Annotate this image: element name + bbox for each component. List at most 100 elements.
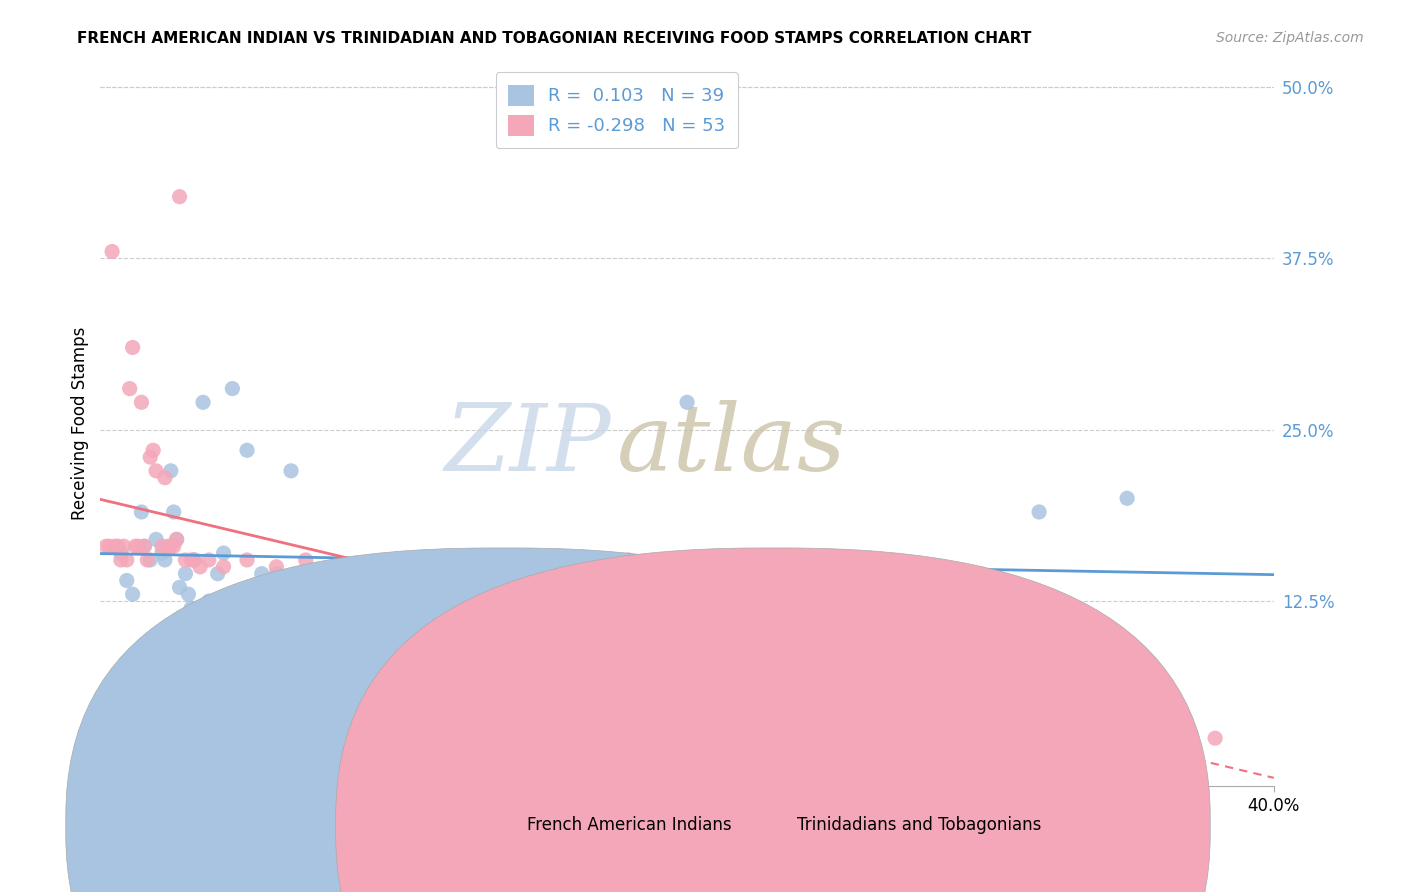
Point — [115, 574, 138, 588]
Point — [266, 559, 288, 574]
Point — [188, 559, 211, 574]
Point — [159, 539, 181, 553]
Point — [1087, 710, 1109, 724]
Text: atlas: atlas — [617, 400, 846, 490]
Point — [236, 443, 259, 458]
Point — [131, 395, 153, 409]
Point — [124, 539, 146, 553]
Point — [169, 189, 191, 203]
Point — [134, 539, 156, 553]
Point — [499, 642, 522, 657]
Point — [1146, 724, 1168, 739]
Point — [852, 738, 875, 752]
Point — [174, 553, 197, 567]
Point — [221, 382, 243, 396]
Point — [110, 553, 132, 567]
Point — [145, 464, 167, 478]
Point — [471, 628, 494, 642]
Point — [323, 566, 346, 581]
Point — [104, 539, 127, 553]
Point — [174, 566, 197, 581]
Text: French American Indians: French American Indians — [527, 816, 731, 834]
Point — [153, 553, 176, 567]
Point — [127, 539, 149, 553]
Point — [212, 559, 235, 574]
Point — [166, 533, 188, 547]
Point — [121, 341, 143, 355]
Point — [101, 244, 124, 259]
Point — [1116, 491, 1139, 506]
Point — [734, 669, 756, 683]
Point — [166, 533, 188, 547]
Point — [98, 539, 121, 553]
Point — [180, 601, 202, 615]
Point — [107, 539, 129, 553]
Point — [382, 553, 405, 567]
Point — [139, 450, 162, 464]
Point — [198, 594, 221, 608]
Point — [207, 642, 229, 657]
Point — [163, 505, 186, 519]
Point — [121, 587, 143, 601]
Text: Trinidadians and Tobagonians: Trinidadians and Tobagonians — [797, 816, 1042, 834]
Point — [911, 690, 934, 704]
Point — [136, 553, 159, 567]
Point — [112, 539, 135, 553]
Point — [617, 553, 640, 567]
Point — [294, 553, 316, 567]
Point — [471, 663, 494, 677]
Point — [153, 471, 176, 485]
Point — [1028, 505, 1050, 519]
Point — [236, 553, 259, 567]
Point — [499, 676, 522, 690]
Point — [150, 546, 173, 560]
Point — [250, 566, 273, 581]
Point — [734, 648, 756, 663]
Point — [969, 669, 991, 683]
Point — [183, 553, 205, 567]
Point — [353, 566, 375, 581]
Point — [159, 464, 181, 478]
Text: FRENCH AMERICAN INDIAN VS TRINIDADIAN AND TOBAGONIAN RECEIVING FOOD STAMPS CORRE: FRENCH AMERICAN INDIAN VS TRINIDADIAN AN… — [77, 31, 1032, 46]
Point — [198, 553, 221, 567]
Point — [793, 676, 815, 690]
Point — [177, 587, 200, 601]
Text: ZIP: ZIP — [444, 400, 610, 490]
Point — [647, 656, 669, 670]
Point — [180, 553, 202, 567]
Point — [96, 539, 118, 553]
Point — [212, 546, 235, 560]
Point — [441, 580, 464, 594]
Point — [1204, 731, 1226, 746]
Point — [163, 539, 186, 553]
Point — [115, 553, 138, 567]
Point — [142, 443, 165, 458]
Point — [139, 553, 162, 567]
Point — [558, 642, 581, 657]
Y-axis label: Receiving Food Stamps: Receiving Food Stamps — [72, 326, 89, 519]
Point — [169, 580, 191, 594]
Point — [183, 553, 205, 567]
Point — [207, 566, 229, 581]
Point — [191, 395, 214, 409]
Point — [339, 580, 361, 594]
Point — [134, 539, 156, 553]
Point — [131, 505, 153, 519]
Text: Source: ZipAtlas.com: Source: ZipAtlas.com — [1216, 31, 1364, 45]
Point — [412, 635, 434, 649]
Point — [353, 587, 375, 601]
Point — [156, 539, 179, 553]
Point — [441, 553, 464, 567]
Point — [1028, 669, 1050, 683]
Point — [323, 628, 346, 642]
Legend: R =  0.103   N = 39, R = -0.298   N = 53: R = 0.103 N = 39, R = -0.298 N = 53 — [495, 72, 738, 148]
Point — [266, 566, 288, 581]
Point — [676, 395, 699, 409]
Point — [280, 464, 302, 478]
Point — [150, 539, 173, 553]
Point — [294, 580, 316, 594]
Point — [529, 642, 551, 657]
Point — [110, 546, 132, 560]
Point — [145, 533, 167, 547]
Point — [118, 382, 141, 396]
